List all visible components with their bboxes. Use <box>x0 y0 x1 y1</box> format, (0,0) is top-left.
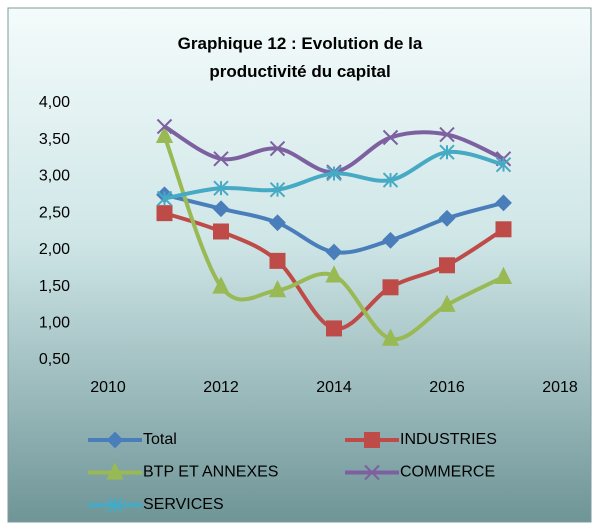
data-point <box>381 328 400 346</box>
data-point <box>495 194 512 212</box>
legend-label: COMMERCE <box>400 464 495 481</box>
chart-area <box>7 7 592 523</box>
data-point <box>438 209 456 227</box>
y-tick-label: 2,00 <box>39 241 70 258</box>
data-point <box>495 221 512 238</box>
data-point <box>382 231 399 249</box>
data-point <box>439 126 455 143</box>
data-point <box>213 151 229 167</box>
data-point <box>382 279 399 296</box>
data-point <box>212 276 230 294</box>
legend-label: BTP ET ANNEXES <box>143 464 278 481</box>
legend-marker <box>364 432 380 448</box>
x-tick-label: 2016 <box>429 379 465 396</box>
data-point <box>439 144 455 160</box>
legend-marker <box>106 462 124 480</box>
legend-label: SERVICES <box>143 496 224 513</box>
x-tick-label: 2012 <box>203 379 239 396</box>
legend-marker <box>106 431 124 449</box>
data-point <box>156 118 173 135</box>
data-point <box>382 129 399 146</box>
x-tick-label: 2014 <box>316 379 352 396</box>
y-tick-label: 2,50 <box>39 204 70 221</box>
data-point <box>213 223 229 240</box>
data-point <box>269 181 286 198</box>
y-tick-label: 0,50 <box>39 351 70 368</box>
data-point <box>269 214 286 232</box>
data-point <box>325 243 343 261</box>
data-point <box>156 190 173 207</box>
x-tick-label: 2018 <box>542 379 578 396</box>
chart-title: Graphique 12 : Evolution de la productivi… <box>178 34 423 81</box>
data-point <box>439 257 455 274</box>
data-point <box>326 165 342 182</box>
data-point <box>269 140 286 157</box>
legend-label: Total <box>143 431 177 448</box>
y-tick-label: 3,00 <box>39 168 70 185</box>
data-point <box>495 156 512 173</box>
y-tick-label: 3,50 <box>39 131 70 148</box>
y-tick-label: 1,50 <box>39 278 70 295</box>
data-point <box>212 200 230 218</box>
legend-label: INDUSTRIES <box>400 431 497 448</box>
y-tick-label: 1,00 <box>39 315 70 332</box>
data-point <box>156 205 173 222</box>
x-tick-label: 2010 <box>90 379 126 396</box>
data-point <box>326 320 342 337</box>
data-point <box>213 180 229 196</box>
data-point <box>382 172 399 188</box>
data-point <box>494 266 513 285</box>
y-tick-label: 4,00 <box>39 94 70 111</box>
data-point <box>268 280 287 298</box>
data-point <box>438 294 456 312</box>
legend-marker <box>107 497 123 513</box>
data-point <box>269 252 286 269</box>
data-point <box>155 125 174 144</box>
data-point <box>325 265 343 283</box>
legend-marker <box>364 464 380 481</box>
